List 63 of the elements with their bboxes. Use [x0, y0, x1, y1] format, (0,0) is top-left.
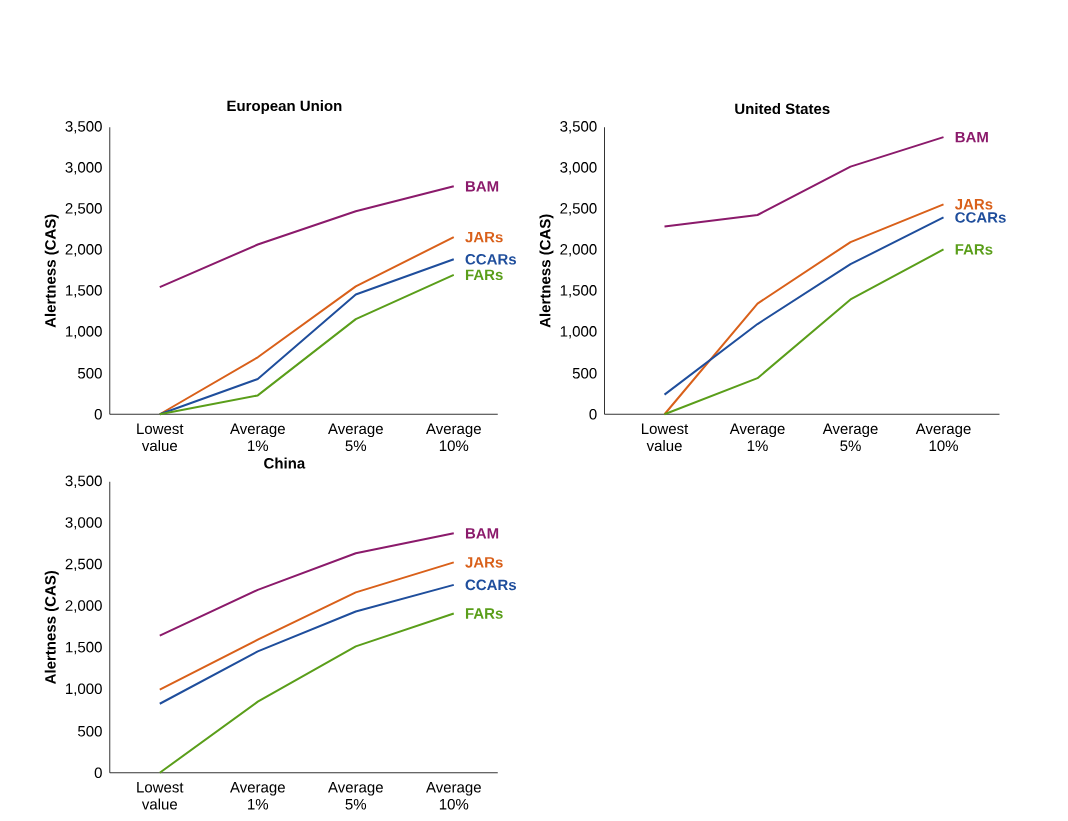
x-tick-label: Average 10% [426, 423, 481, 452]
y-tick-label: 3,000 [65, 162, 102, 175]
line-series [158, 583, 455, 705]
y-tick-label: 1,500 [66, 641, 102, 655]
x-tick-label: Average 5% [328, 423, 383, 452]
y-tick-label: 1,500 [560, 285, 597, 298]
x-tick-label: Average 1% [230, 782, 285, 810]
series-label: CCARs [465, 579, 517, 591]
line-series [158, 561, 455, 691]
y-tick-label: 3,500 [65, 475, 102, 488]
y-tick-label: 500 [572, 367, 597, 379]
x-tick-label: Average 10% [426, 782, 481, 810]
y-axis-title: Alertness (CAS) [539, 214, 554, 328]
y-tick-label: 1,000 [66, 326, 102, 339]
y-tick-label: 0 [94, 408, 102, 420]
chart-title: China [264, 457, 306, 469]
x-tick-label: Lowest value [137, 423, 184, 452]
x-tick-label: Average 5% [822, 423, 878, 452]
y-tick-label: 2,500 [560, 203, 597, 216]
series-label: FARs [465, 269, 503, 281]
series-label: BAM [465, 181, 499, 192]
series-label: CCARs [955, 212, 1006, 223]
series-label: BAM [465, 528, 499, 539]
y-axis-title: Alertness (CAS) [44, 214, 59, 328]
y-tick-label: 2,000 [65, 244, 102, 257]
y-tick-label: 500 [78, 725, 102, 737]
y-tick-label: 3,000 [560, 162, 597, 175]
y-tick-label: 3,500 [65, 121, 102, 134]
x-tick-label: Average 1% [729, 423, 785, 451]
y-tick-label: 1,000 [66, 683, 102, 696]
line-series [158, 612, 455, 774]
series-label: FARs [465, 608, 503, 619]
series-label: CCARs [465, 253, 517, 265]
y-tick-label: 3,500 [560, 121, 597, 134]
y-tick-label: 3,000 [65, 517, 102, 530]
x-tick-label: Average 1% [230, 423, 285, 451]
x-tick-label: Average 5% [328, 782, 383, 810]
y-tick-label: 500 [78, 367, 102, 379]
line-series [663, 216, 945, 396]
chart-title: European Union [227, 100, 342, 115]
y-axis-title: Alertness (CAS) [44, 570, 59, 684]
series-label: BAM [955, 131, 988, 143]
y-tick-label: 2,000 [65, 600, 102, 613]
line-series [663, 203, 945, 416]
y-tick-label: 0 [94, 767, 102, 779]
y-tick-label: 1,500 [66, 285, 102, 298]
line-series [663, 136, 945, 228]
series-label: JARs [954, 199, 993, 210]
series-label: JARs [465, 557, 503, 568]
y-tick-label: 2,500 [65, 558, 102, 572]
line-series [663, 248, 945, 416]
y-tick-label: 2,000 [560, 244, 597, 257]
x-tick-label: Lowest value [641, 423, 689, 452]
series-label: FARs [955, 244, 993, 255]
line-series [158, 185, 455, 289]
x-tick-label: Average 10% [915, 423, 971, 452]
x-tick-label: Lowest value [137, 782, 184, 810]
chart-title: United States [735, 103, 830, 115]
y-tick-label: 2,500 [65, 203, 102, 216]
line-series [158, 532, 455, 637]
y-tick-label: 0 [589, 408, 597, 420]
y-tick-label: 1,000 [560, 326, 597, 339]
series-label: JARs [465, 231, 503, 243]
